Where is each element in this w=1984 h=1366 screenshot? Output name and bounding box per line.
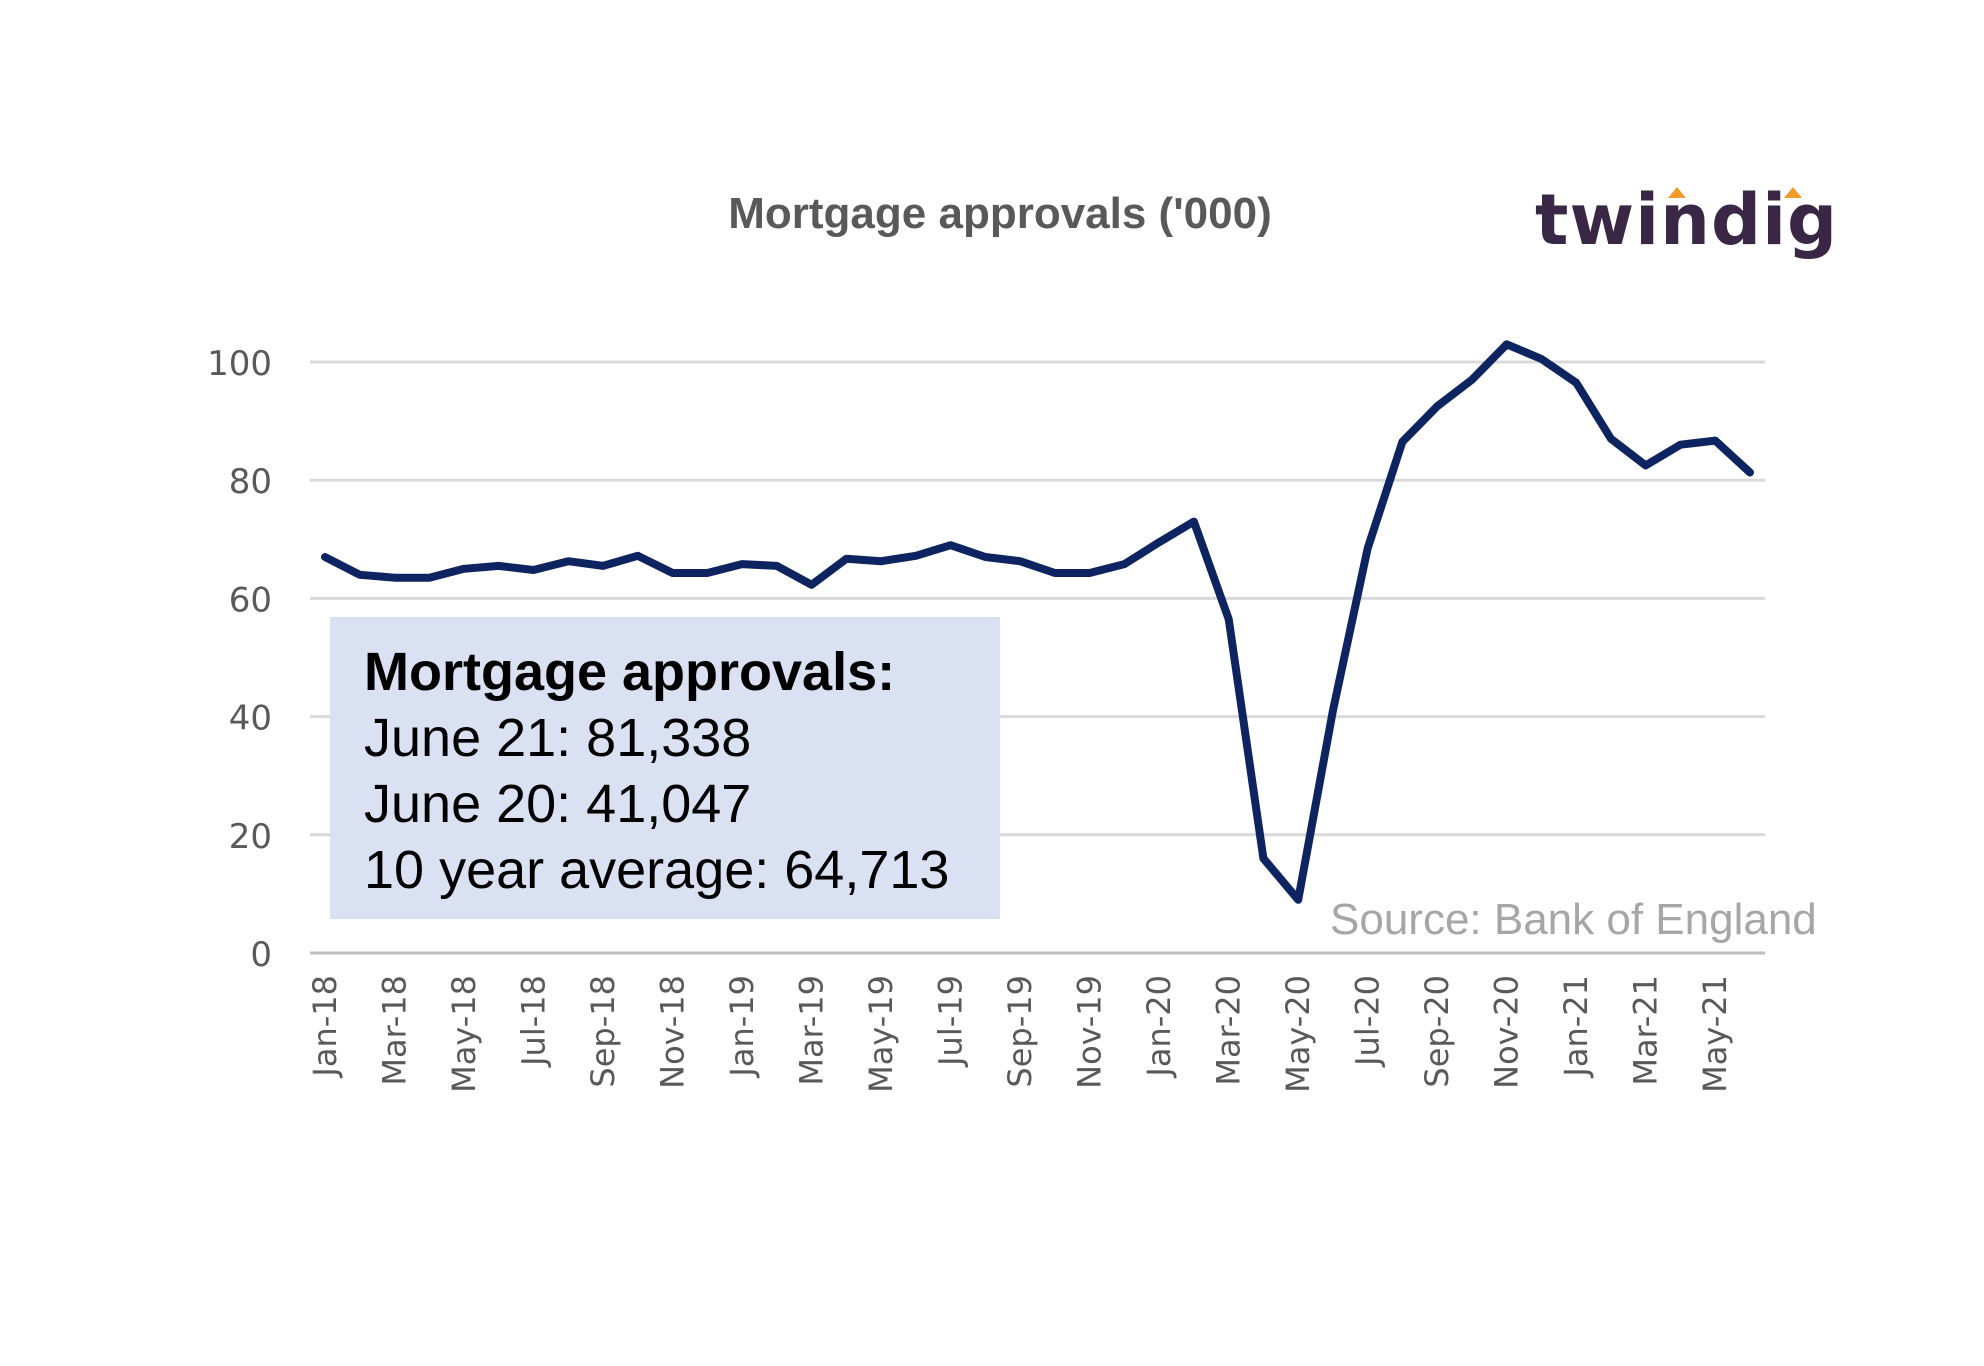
callout-line-june-21: June 21: 81,338	[364, 708, 752, 768]
x-tick-label: Mar-21	[1627, 975, 1665, 1086]
x-tick-label: Jan-21	[1557, 975, 1595, 1079]
x-tick-label: Sep-19	[1001, 975, 1039, 1088]
chart-title: Mortgage approvals ('000)	[728, 189, 1272, 238]
x-tick-label: Jan-20	[1140, 975, 1178, 1079]
y-tick-label: 80	[229, 462, 272, 502]
x-tick-label: Nov-20	[1488, 975, 1526, 1089]
callout-line-june-20: June 20: 41,047	[364, 774, 752, 834]
y-tick-label: 100	[207, 344, 272, 384]
x-tick-label: Nov-19	[1071, 975, 1109, 1089]
y-tick-label: 0	[250, 935, 272, 975]
x-tick-label: Mar-18	[376, 975, 414, 1086]
twindig-logo: twindig	[1535, 185, 1838, 255]
x-tick-label: Mar-20	[1210, 975, 1248, 1086]
y-tick-label: 40	[229, 699, 272, 739]
y-tick-label: 20	[229, 817, 272, 857]
x-tick-label: Jan-19	[723, 975, 761, 1079]
x-tick-label: Jul-18	[515, 975, 553, 1068]
x-tick-label: May-19	[862, 975, 900, 1093]
series-line	[321, 340, 1754, 904]
y-axis-ticks: 0 20 40 60 80 100	[207, 344, 272, 975]
series-layer	[321, 340, 1754, 904]
x-tick-label: Nov-18	[654, 975, 692, 1089]
logo-accent-icon	[1668, 187, 1686, 198]
x-tick-label: Mar-19	[793, 975, 831, 1086]
x-tick-label: May-18	[445, 975, 483, 1093]
x-tick-label: May-21	[1696, 975, 1734, 1093]
y-tick-label: 60	[229, 580, 272, 620]
summary-callout: Mortgage approvals: June 21: 81,338 June…	[330, 617, 1000, 919]
x-tick-label: Sep-20	[1418, 975, 1456, 1088]
callout-heading: Mortgage approvals:	[364, 642, 896, 702]
x-axis-ticks: Jan-18 Mar-18 May-18 Jul-18 Sep-18 Nov-18 Jan-…	[306, 975, 1734, 1093]
source-note: Source: Bank of England	[1330, 895, 1817, 944]
x-tick-label: Jan-18	[306, 975, 344, 1079]
x-tick-label: May-20	[1279, 975, 1317, 1093]
x-tick-label: Jul-19	[932, 975, 970, 1068]
x-tick-label: Sep-18	[584, 975, 622, 1088]
x-tick-label: Jul-20	[1349, 975, 1387, 1068]
callout-line-average: 10 year average: 64,713	[364, 840, 950, 900]
logo-accent-icon	[1784, 187, 1802, 198]
